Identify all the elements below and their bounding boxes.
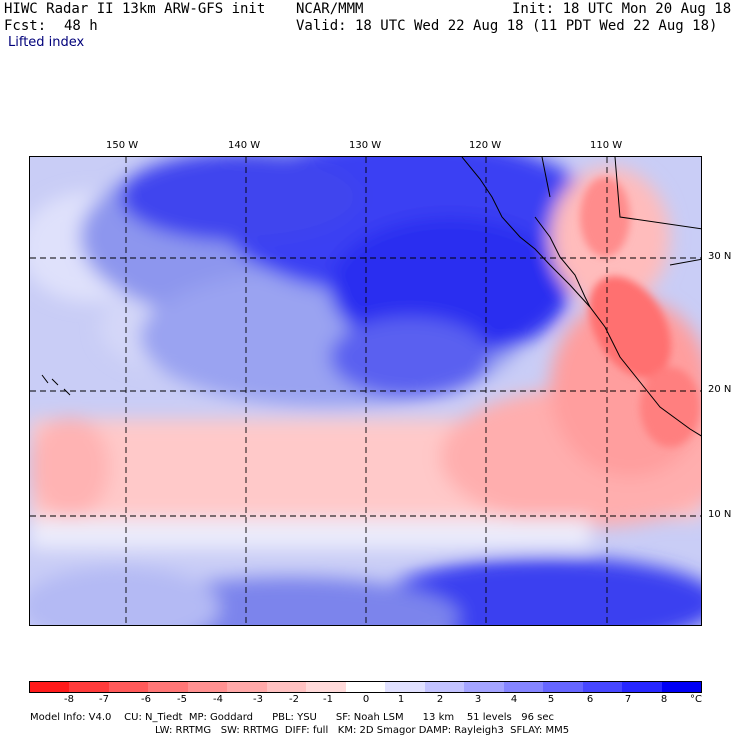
lon-label-140w: 140 W [228, 140, 261, 151]
colorbar-tick: 0 [362, 694, 370, 705]
lon-label-120w: 120 W [469, 140, 502, 151]
colorbar-bin [661, 682, 701, 692]
colorbar-tick: -7 [99, 694, 109, 705]
colorbar-bin [543, 682, 583, 692]
colorbar-unit: °C [690, 694, 702, 705]
colorbar-bin [108, 682, 149, 692]
colorbar-bin [306, 682, 346, 692]
forecast-label: Fcst: [4, 18, 47, 34]
colorbar-tick: 8 [660, 694, 668, 705]
forecast-hours: 48 h [64, 18, 98, 34]
valid-time: Valid: 18 UTC Wed 22 Aug 18 (11 PDT Wed … [296, 18, 718, 34]
model-info-line1: Model Info: V4.0 CU: N_Tiedt MP: Goddard… [30, 712, 555, 723]
colorbar-bin [345, 682, 386, 692]
lon-label-130w: 130 W [349, 140, 382, 151]
colorbar-bin [464, 682, 504, 692]
colorbar-tick: 7 [624, 694, 632, 705]
colorbar-tick: -2 [289, 694, 299, 705]
colorbar-tick: -4 [213, 694, 223, 705]
colorbar-bin [424, 682, 465, 692]
colorbar-bin [622, 682, 662, 692]
colorbar-tick: 5 [547, 694, 555, 705]
colorbar-tick: -3 [253, 694, 263, 705]
center-name: NCAR/MMM [296, 1, 364, 17]
lon-label-150w: 150 W [106, 140, 139, 151]
colorbar-tick: -6 [141, 694, 151, 705]
model-title: HIWC Radar II 13km ARW-GFS init [4, 1, 266, 17]
colorbar-bin [69, 682, 109, 692]
colorbar-tick: 3 [474, 694, 482, 705]
lat-label-20n: 20 N [708, 384, 732, 395]
lat-label-30n: 30 N [708, 251, 732, 262]
colorbar-tick: -8 [64, 694, 74, 705]
colorbar-bin [148, 682, 188, 692]
colorbar-tick: -1 [323, 694, 333, 705]
lon-label-110w: 110 W [590, 140, 623, 151]
colorbar-tick: 6 [586, 694, 594, 705]
colorbar-tick: 2 [436, 694, 444, 705]
colorbar-bin [187, 682, 228, 692]
colorbar-tick: 1 [397, 694, 405, 705]
colorbar [29, 681, 702, 693]
colorbar-bin [385, 682, 425, 692]
model-info-line2: LW: RRTMG SW: RRTMG DIFF: full KM: 2D Sm… [155, 725, 570, 736]
colorbar-bin [266, 682, 307, 692]
field-name: Lifted index [8, 35, 85, 50]
colorbar-tick: 4 [510, 694, 518, 705]
init-time: Init: 18 UTC Mon 20 Aug 18 [512, 1, 732, 17]
lat-label-10n: 10 N [708, 509, 732, 520]
colorbar-tick: -5 [177, 694, 187, 705]
lifted-index-map [29, 156, 702, 626]
colorbar-bin [582, 682, 623, 692]
colorbar-bin [503, 682, 544, 692]
colorbar-bin [30, 682, 70, 692]
colorbar-bin [227, 682, 267, 692]
